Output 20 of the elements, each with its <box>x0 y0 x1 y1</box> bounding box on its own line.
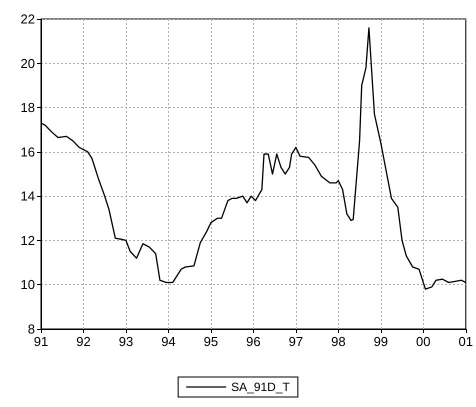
x-tick-label: 00 <box>416 334 431 349</box>
y-tick-label: 14 <box>20 188 35 204</box>
x-tick-label: 01 <box>458 334 474 349</box>
x-tick-label: 93 <box>118 334 134 349</box>
y-tick-label: 10 <box>20 277 35 292</box>
y-tick-label: 18 <box>20 100 35 116</box>
y-tick-label: 20 <box>20 56 35 71</box>
x-tick-label: 99 <box>374 334 388 349</box>
x-tick-label: 94 <box>161 334 176 349</box>
x-tick-label: 92 <box>76 334 91 349</box>
x-tick-label: 91 <box>34 334 48 349</box>
y-tick-label: 22 <box>20 12 35 26</box>
x-tick-label: 95 <box>204 334 218 349</box>
x-tick-label: 97 <box>288 334 304 349</box>
y-tick-label: 16 <box>20 144 35 160</box>
x-tick-label: 98 <box>331 334 346 349</box>
y-tick-label: 8 <box>28 322 35 336</box>
y-tick-label: 12 <box>20 232 35 248</box>
x-tick-label: 96 <box>246 334 261 349</box>
legend-label: SA_91D_T <box>231 380 291 394</box>
